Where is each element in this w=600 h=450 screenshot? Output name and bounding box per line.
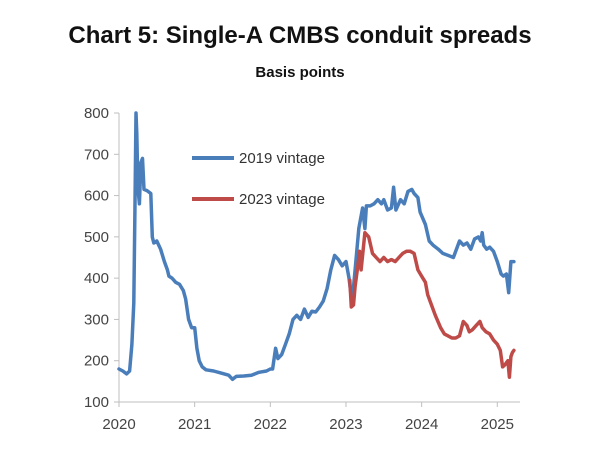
series-line-1 — [117, 111, 516, 382]
y-tick-label: 800 — [84, 105, 109, 122]
y-tick-label: 200 — [84, 353, 109, 370]
y-tick-label: 700 — [84, 146, 109, 163]
y-tick-label: 600 — [84, 188, 109, 205]
x-tick-label: 2025 — [481, 416, 514, 433]
chart-axes: 100 200 300 400 500 600 700 800 2020 2021 2022 2023… — [84, 105, 520, 433]
x-tick-label: 2024 — [405, 416, 438, 433]
x-tick-label: 2021 — [178, 416, 211, 433]
chart-legend: 2019 vintage 2023 vintage — [192, 150, 325, 208]
legend-label-2: 2023 vintage — [239, 191, 325, 208]
y-tick-label: 500 — [84, 229, 109, 246]
legend-label-1: 2019 vintage — [239, 150, 325, 167]
y-tick-label: 100 — [84, 394, 109, 411]
series-line-2 — [348, 230, 516, 379]
y-tick-label: 300 — [84, 311, 109, 328]
x-tick-label: 2023 — [329, 416, 362, 433]
x-tick-label: 2020 — [102, 416, 135, 433]
y-tick-label: 400 — [84, 270, 109, 287]
chart-title: Chart 5: Single-A CMBS conduit spreads — [68, 22, 532, 49]
x-tick-label: 2022 — [254, 416, 287, 433]
series-layer — [117, 111, 516, 382]
chart-subtitle: Basis points — [255, 64, 345, 81]
